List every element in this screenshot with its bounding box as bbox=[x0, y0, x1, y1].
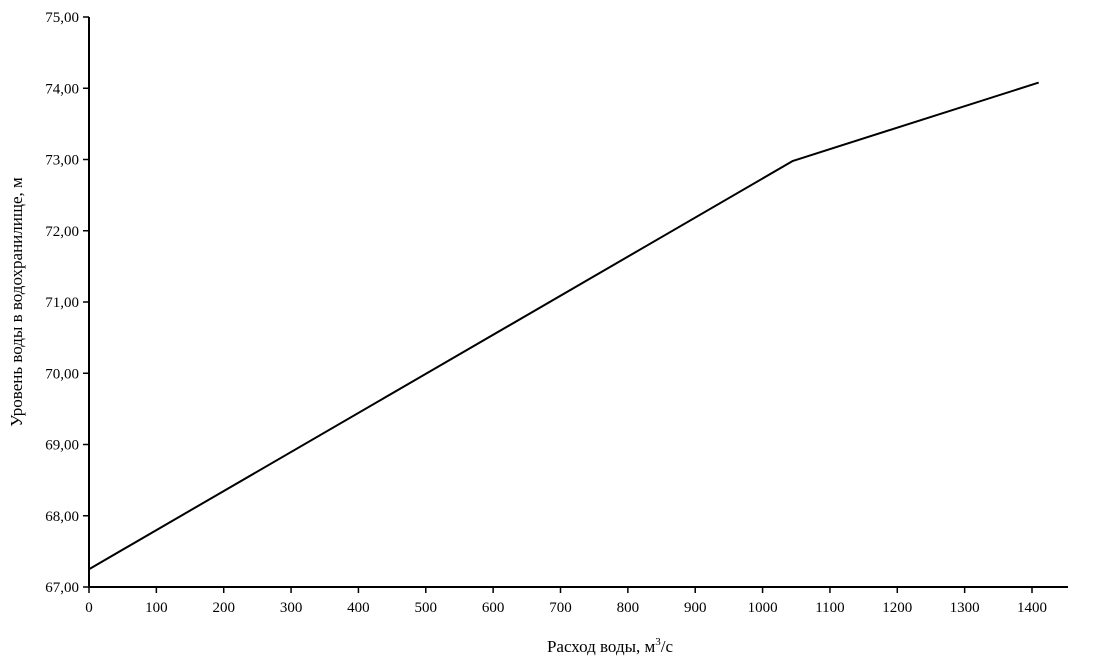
y-tick-label: 74,00 bbox=[45, 81, 79, 97]
y-axis-title: Уровень воды в водохранилище, м bbox=[7, 177, 26, 427]
x-axis-title: Расход воды, м3/с bbox=[547, 636, 674, 656]
x-tick-label: 0 bbox=[85, 600, 93, 616]
x-tick-label: 800 bbox=[617, 600, 640, 616]
y-tick-label: 68,00 bbox=[45, 509, 79, 525]
x-tick-label: 400 bbox=[347, 600, 370, 616]
x-tick-label: 1200 bbox=[882, 600, 912, 616]
y-tick-label: 67,00 bbox=[45, 580, 79, 596]
x-axis-title-tail: /с bbox=[661, 637, 674, 656]
y-tick-label: 69,00 bbox=[45, 438, 79, 454]
x-tick-label: 500 bbox=[415, 600, 438, 616]
x-tick-label: 1300 bbox=[950, 600, 980, 616]
x-ticks: 0 100 200 300 400 500 600 700 800 900 1000 1100 1200… bbox=[85, 587, 1047, 616]
x-tick-label: 1100 bbox=[815, 600, 844, 616]
y-tick-label: 71,00 bbox=[45, 295, 79, 311]
x-axis-title-main: Расход воды, м bbox=[547, 637, 656, 656]
x-tick-label: 900 bbox=[684, 600, 707, 616]
x-tick-label: 200 bbox=[212, 600, 235, 616]
x-tick-label: 300 bbox=[280, 600, 303, 616]
x-tick-label: 100 bbox=[145, 600, 168, 616]
x-tick-label: 1400 bbox=[1017, 600, 1047, 616]
x-tick-label: 700 bbox=[549, 600, 572, 616]
series-line bbox=[88, 81, 1040, 571]
y-tick-label: 73,00 bbox=[45, 153, 79, 169]
series-layer bbox=[88, 81, 1040, 571]
x-tick-label: 1000 bbox=[748, 600, 778, 616]
y-tick-label: 75,00 bbox=[45, 10, 79, 26]
x-tick-label: 600 bbox=[482, 600, 505, 616]
plot-area: 67,00 68,00 69,00 70,00 71,00 72,00 73,00 74,00… bbox=[45, 10, 1068, 616]
y-ticks: 67,00 68,00 69,00 70,00 71,00 72,00 73,00 74,00… bbox=[45, 10, 89, 596]
x-axis-title-superscript: 3 bbox=[655, 636, 661, 648]
y-tick-label: 72,00 bbox=[45, 224, 79, 240]
y-tick-label: 70,00 bbox=[45, 366, 79, 382]
